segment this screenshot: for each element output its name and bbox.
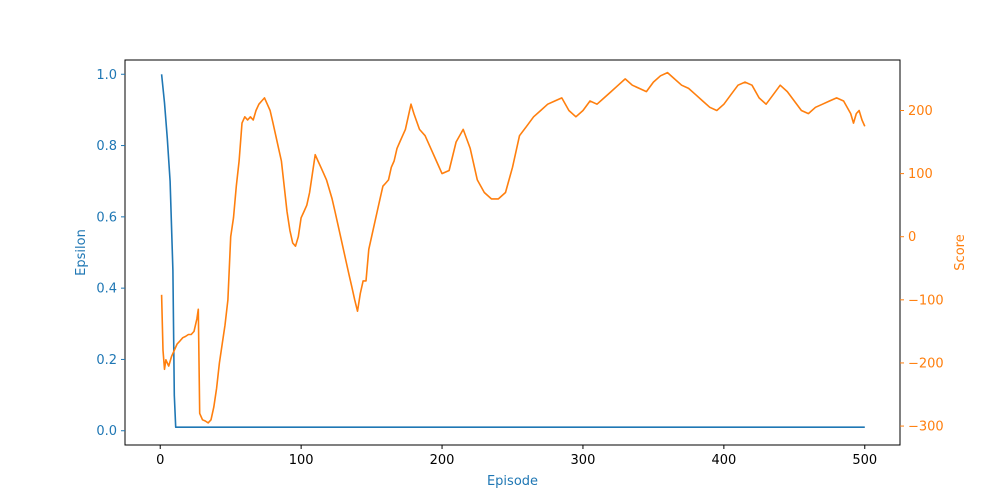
- right-y-tick-label: −100: [908, 293, 944, 308]
- right-y-tick-label: −200: [908, 356, 944, 371]
- plot-frame: [124, 59, 901, 446]
- left-y-tick-label: 0.6: [96, 210, 117, 225]
- x-tick-label: 400: [711, 453, 736, 468]
- left-y-tick-label: 0.2: [96, 353, 117, 368]
- right-y-tick-label: 200: [908, 104, 933, 119]
- series-layer: [160, 71, 866, 429]
- series-line-left: [160, 74, 865, 429]
- right-y-axis-label: Score: [953, 234, 968, 270]
- left-y-tick-label: 1.0: [96, 68, 117, 83]
- x-tick-label: 300: [571, 453, 596, 468]
- series-line-right: [160, 71, 866, 424]
- left-y-tick-label: 0.4: [96, 282, 117, 297]
- ticks-layer: 0 100 200 300 400 500 0.0 0.2 0.4 0.6 0.8 1.0 −300 −2…: [96, 68, 943, 468]
- x-tick-label: 200: [430, 453, 455, 468]
- x-tick-label: 500: [852, 453, 877, 468]
- left-y-tick-label: 0.0: [96, 424, 117, 439]
- x-axis-label: Episode: [487, 474, 538, 489]
- right-y-tick-label: 0: [908, 230, 916, 245]
- x-tick-label: 0: [156, 453, 164, 468]
- x-tick-label: 100: [289, 453, 314, 468]
- left-y-tick-label: 0.8: [96, 139, 117, 154]
- right-y-tick-label: −300: [908, 420, 944, 435]
- right-y-tick-label: 100: [908, 167, 933, 182]
- left-y-axis-label: Epsilon: [74, 229, 89, 276]
